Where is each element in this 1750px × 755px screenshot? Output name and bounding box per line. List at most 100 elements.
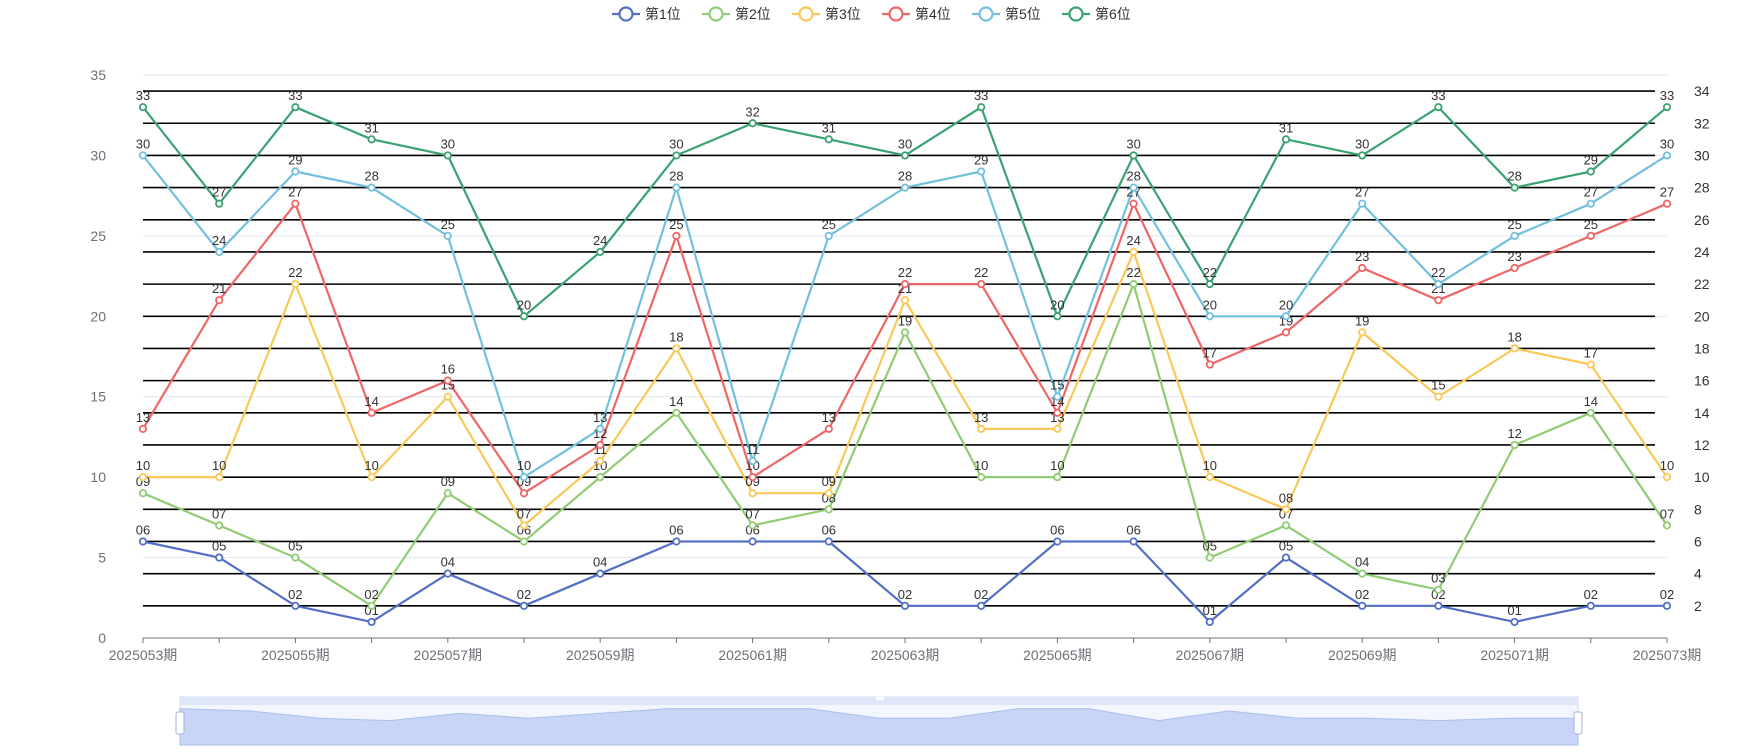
data-point[interactable] — [1510, 231, 1519, 240]
data-point[interactable] — [824, 489, 833, 498]
data-point[interactable] — [1281, 505, 1291, 514]
data-point[interactable] — [1281, 328, 1291, 337]
data-point[interactable] — [1358, 263, 1367, 273]
data-point[interactable] — [1205, 553, 1214, 562]
data-point[interactable] — [1434, 103, 1443, 112]
data-point[interactable] — [1053, 537, 1062, 546]
data-point[interactable] — [748, 521, 757, 530]
data-point[interactable] — [1510, 617, 1519, 627]
data-point[interactable] — [367, 408, 376, 417]
data-point[interactable] — [672, 151, 681, 160]
data-point[interactable] — [1205, 473, 1214, 482]
data-point[interactable] — [824, 505, 833, 514]
data-point[interactable] — [519, 489, 529, 498]
data-zoom-slider[interactable] — [175, 696, 1583, 746]
data-point[interactable] — [1510, 183, 1519, 192]
data-point[interactable] — [596, 473, 605, 482]
data-point[interactable] — [1053, 424, 1062, 433]
data-point[interactable] — [1053, 312, 1062, 321]
data-point[interactable] — [748, 119, 757, 128]
data-point[interactable] — [596, 424, 605, 433]
data-point[interactable] — [519, 537, 529, 546]
data-point[interactable] — [1434, 601, 1443, 610]
data-point[interactable] — [596, 569, 605, 578]
data-point[interactable] — [291, 280, 300, 289]
data-point[interactable] — [138, 537, 148, 546]
data-point[interactable] — [977, 601, 986, 610]
data-point[interactable] — [596, 440, 605, 450]
data-point[interactable] — [977, 280, 986, 289]
data-point[interactable] — [291, 601, 300, 610]
data-point[interactable] — [443, 489, 452, 498]
data-point[interactable] — [138, 489, 148, 498]
data-point[interactable] — [1662, 103, 1672, 112]
data-point[interactable] — [596, 456, 605, 466]
data-point[interactable] — [1281, 312, 1291, 321]
data-point[interactable] — [138, 103, 148, 112]
data-point[interactable] — [596, 247, 605, 257]
data-point[interactable] — [1205, 360, 1214, 369]
legend-item[interactable]: 第3位 — [792, 6, 861, 22]
data-point[interactable] — [367, 473, 376, 482]
data-point[interactable] — [1358, 199, 1367, 208]
data-point[interactable] — [1662, 601, 1672, 610]
data-point[interactable] — [1662, 473, 1672, 482]
data-point[interactable] — [1434, 296, 1443, 305]
data-point[interactable] — [443, 151, 452, 160]
data-point[interactable] — [215, 521, 224, 530]
data-point[interactable] — [1053, 392, 1062, 401]
data-point[interactable] — [1586, 199, 1595, 208]
data-point[interactable] — [215, 247, 224, 257]
data-point[interactable] — [367, 135, 376, 144]
data-point[interactable] — [672, 537, 681, 546]
data-point[interactable] — [443, 569, 452, 578]
data-point[interactable] — [977, 167, 986, 176]
data-point[interactable] — [672, 408, 681, 417]
data-point[interactable] — [519, 601, 529, 610]
data-point[interactable] — [1129, 247, 1138, 257]
data-point[interactable] — [138, 151, 148, 160]
legend-item[interactable]: 第6位 — [1062, 6, 1131, 22]
data-point[interactable] — [977, 103, 986, 112]
data-point[interactable] — [824, 424, 833, 433]
data-point[interactable] — [519, 521, 529, 530]
data-point[interactable] — [215, 199, 224, 208]
data-point[interactable] — [367, 601, 376, 610]
data-point[interactable] — [1358, 569, 1367, 578]
data-point[interactable] — [1281, 135, 1291, 144]
data-point[interactable] — [1510, 344, 1519, 353]
data-point[interactable] — [215, 296, 224, 305]
data-point[interactable] — [519, 473, 529, 482]
data-point[interactable] — [824, 135, 833, 144]
data-point[interactable] — [1586, 408, 1595, 417]
legend-item[interactable]: 第5位 — [972, 6, 1041, 22]
data-point[interactable] — [1205, 312, 1214, 321]
data-point[interactable] — [1358, 601, 1367, 610]
data-point[interactable] — [215, 473, 224, 482]
data-point[interactable] — [900, 183, 910, 192]
data-point[interactable] — [1434, 585, 1443, 594]
data-point[interactable] — [672, 344, 681, 353]
data-point[interactable] — [1129, 199, 1138, 208]
zoom-drag-grip[interactable] — [876, 697, 884, 700]
data-point[interactable] — [1053, 408, 1062, 417]
data-point[interactable] — [1434, 392, 1443, 401]
data-point[interactable] — [443, 231, 452, 240]
data-point[interactable] — [1586, 360, 1595, 369]
data-point[interactable] — [1662, 199, 1672, 208]
data-point[interactable] — [748, 489, 757, 498]
data-point[interactable] — [824, 231, 833, 240]
data-point[interactable] — [1129, 151, 1138, 160]
data-point[interactable] — [748, 537, 757, 546]
data-point[interactable] — [1129, 183, 1138, 192]
legend-item[interactable]: 第2位 — [702, 6, 771, 22]
data-point[interactable] — [900, 328, 910, 337]
data-point[interactable] — [443, 376, 452, 385]
data-point[interactable] — [138, 424, 148, 433]
data-point[interactable] — [1434, 280, 1443, 289]
data-point[interactable] — [900, 280, 910, 289]
data-point[interactable] — [1586, 231, 1595, 240]
data-point[interactable] — [367, 617, 376, 627]
data-point[interactable] — [1662, 521, 1672, 530]
data-point[interactable] — [1358, 151, 1367, 160]
